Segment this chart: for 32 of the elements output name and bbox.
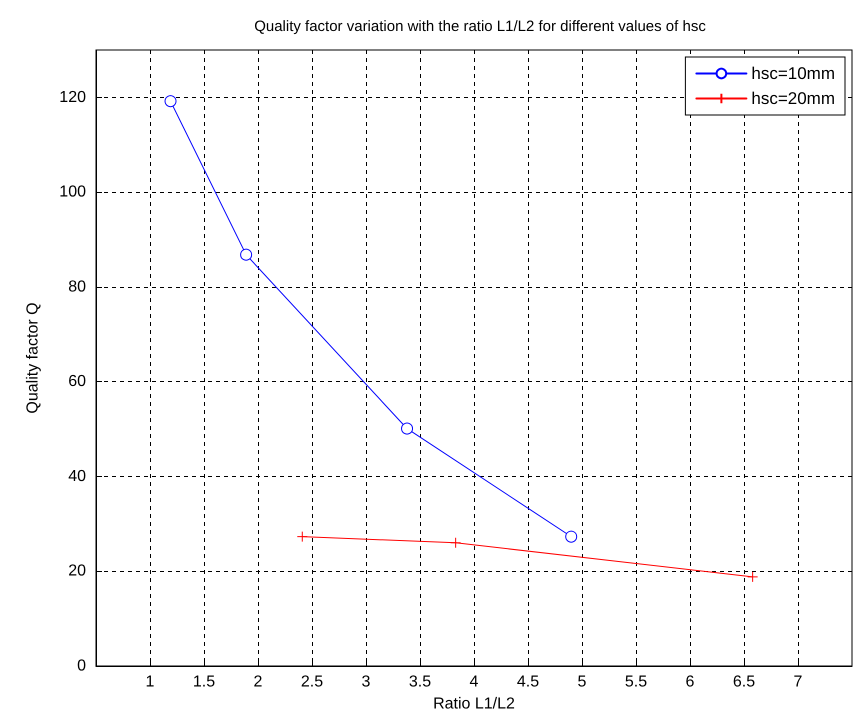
y-tick-label: 100 (59, 184, 86, 201)
point (565, 530, 578, 543)
y-tick-label: 80 (68, 278, 86, 296)
x-tick-label: 5 (578, 674, 587, 690)
point (450, 537, 462, 548)
x-tick-label: 6.5 (732, 674, 756, 690)
point (240, 248, 252, 261)
y-tick-label: 120 (59, 88, 86, 106)
x-axis-title: Ratio L1/L2 (433, 696, 516, 712)
point (747, 571, 758, 582)
x-tick-label: 7 (794, 674, 803, 690)
y-tick-label: 0 (77, 658, 86, 674)
x-tick-label: 2 (254, 674, 263, 690)
y-tick-label: 40 (68, 468, 86, 485)
x-tick-label: 5.5 (624, 674, 648, 690)
legend-label: hsc=10mm (751, 64, 836, 83)
x-tick-label: 2.5 (300, 674, 324, 690)
point (164, 95, 177, 108)
y-axis-title: Quality factor Q (24, 302, 42, 414)
point (401, 422, 414, 435)
x-tick-label: 4 (470, 674, 479, 690)
chart-title: Quality factor variation with the ratio L1/L2 for different values of hsc (254, 18, 706, 35)
x-tick-label: 4.5 (516, 674, 540, 690)
x-tick-label: 1.5 (192, 674, 216, 690)
x-tick-label: 3.5 (408, 674, 432, 690)
x-tick-label: 1 (146, 674, 155, 690)
x-tick-label: 6 (686, 674, 695, 690)
legend-label: hsc=20mm (751, 89, 836, 108)
x-tick-label: 3 (362, 674, 371, 690)
y-tick-label: 20 (68, 562, 86, 580)
point (296, 531, 308, 542)
y-tick-label: 60 (68, 373, 86, 390)
